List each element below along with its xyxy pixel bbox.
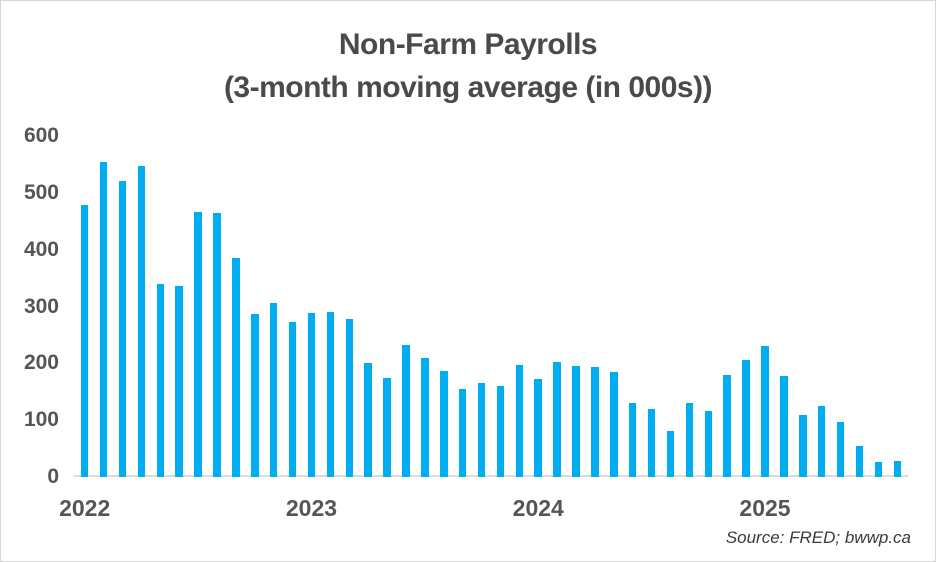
chart-title: Non-Farm Payrolls (3-month moving averag… (1, 23, 935, 109)
bar (610, 372, 618, 477)
bar (213, 213, 221, 477)
bar (874, 461, 883, 477)
bar (137, 165, 146, 477)
plot-area (74, 136, 908, 477)
x-axis-tick-label: 2022 (59, 495, 111, 521)
bar (553, 362, 561, 477)
bar (232, 257, 240, 477)
bar (458, 389, 467, 477)
bar (628, 403, 637, 477)
bar (572, 366, 580, 477)
bar (685, 402, 694, 477)
bar (307, 313, 316, 477)
bar (99, 161, 108, 477)
bar (496, 385, 505, 477)
bar (647, 409, 656, 477)
bar (893, 461, 902, 477)
bar (251, 313, 259, 477)
bar (742, 359, 750, 477)
bar (402, 345, 410, 477)
chart-title-line1: Non-Farm Payrolls (338, 28, 598, 61)
bar (515, 365, 524, 477)
x-axis-line (74, 475, 908, 477)
source-note: Source: FRED; bwwp.ca (725, 528, 911, 547)
bar (836, 421, 845, 477)
bar (80, 205, 89, 477)
bar (194, 212, 202, 477)
bar (855, 446, 864, 477)
y-axis-tick-label: 100 (23, 408, 59, 432)
y-axis-tick-label: 300 (23, 294, 59, 318)
bar (780, 375, 788, 477)
y-axis-tick-label: 0 (47, 465, 59, 488)
bar (421, 357, 429, 477)
x-axis-tick-label: 2024 (512, 495, 564, 521)
y-axis-tick-label: 500 (23, 180, 59, 204)
bar (591, 366, 599, 477)
bar (477, 382, 486, 477)
bar (345, 319, 354, 477)
y-axis-tick-label: 200 (23, 351, 59, 375)
bar (364, 362, 372, 477)
bar (326, 311, 335, 477)
x-axis-tick-label: 2023 (285, 495, 338, 521)
bar (288, 321, 297, 477)
bar (704, 411, 713, 477)
bar (156, 283, 165, 477)
bar (440, 370, 448, 477)
bar (383, 377, 391, 477)
bar (817, 405, 826, 477)
bar (118, 180, 127, 477)
bar (534, 378, 542, 477)
bar (666, 430, 675, 477)
y-axis-tick-label: 600 (23, 124, 59, 147)
bar (269, 302, 278, 477)
y-axis-tick-label: 400 (23, 237, 59, 261)
bar (761, 346, 769, 477)
bar (175, 286, 183, 477)
bar (799, 415, 807, 477)
chart-title-line2: (3-month moving average (in 000s)) (223, 71, 713, 104)
bar (723, 374, 731, 477)
x-axis-tick-label: 2025 (739, 495, 791, 521)
